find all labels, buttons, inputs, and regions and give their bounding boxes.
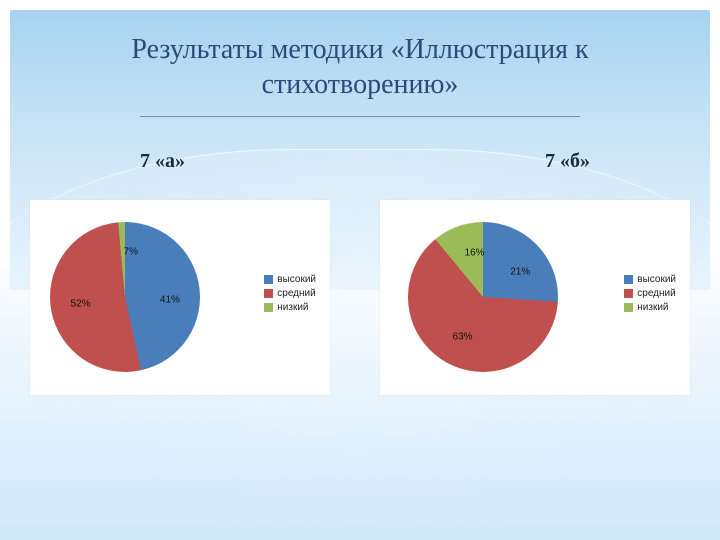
chart-a-title: 7 «а» xyxy=(140,150,185,173)
swatch-high xyxy=(624,275,633,284)
swatch-low xyxy=(264,303,273,312)
swatch-mid xyxy=(624,289,633,298)
legend-item-low: низкий xyxy=(264,302,316,313)
legend-label-mid: средний xyxy=(637,288,675,299)
legend-label-low: низкий xyxy=(277,302,308,313)
legend-item-low: низкий xyxy=(624,302,676,313)
legend-label-high: высокий xyxy=(637,274,676,285)
chart-b-pie xyxy=(408,222,558,372)
legend-item-mid: средний xyxy=(624,288,676,299)
title-underline xyxy=(140,116,580,117)
page-title: Результаты методики «Иллюстрация к стихо… xyxy=(0,32,720,102)
pie-slice-label: 16% xyxy=(465,247,485,258)
title-line-1: Результаты методики «Иллюстрация к xyxy=(131,34,588,65)
slide: Результаты методики «Иллюстрация к стихо… xyxy=(0,0,720,540)
swatch-low xyxy=(624,303,633,312)
title-line-2: стихотворению» xyxy=(262,69,459,100)
chart-a-card: 41% 52% 7% высокий средний низкий xyxy=(30,200,330,395)
chart-b-title: 7 «б» xyxy=(545,150,590,173)
chart-b-card: 21% 63% 16% высокий средний низкий xyxy=(380,200,690,395)
pie-slice-label: 21% xyxy=(510,266,530,277)
chart-b-pie-wrap: 21% 63% 16% xyxy=(408,222,558,372)
pie-slice-label: 52% xyxy=(71,298,91,309)
legend-item-high: высокий xyxy=(264,274,316,285)
swatch-mid xyxy=(264,289,273,298)
legend-item-mid: средний xyxy=(264,288,316,299)
legend-label-high: высокий xyxy=(277,274,316,285)
pie-slice-label: 7% xyxy=(124,247,138,258)
chart-a-pie-wrap: 41% 52% 7% xyxy=(50,222,200,372)
pie-slice-label: 41% xyxy=(160,294,180,305)
legend-label-low: низкий xyxy=(637,302,668,313)
swatch-high xyxy=(264,275,273,284)
legend-item-high: высокий xyxy=(624,274,676,285)
pie-slice-label: 63% xyxy=(453,332,473,343)
chart-a-legend: высокий средний низкий xyxy=(264,274,316,313)
chart-b-legend: высокий средний низкий xyxy=(624,274,676,313)
legend-label-mid: средний xyxy=(277,288,315,299)
